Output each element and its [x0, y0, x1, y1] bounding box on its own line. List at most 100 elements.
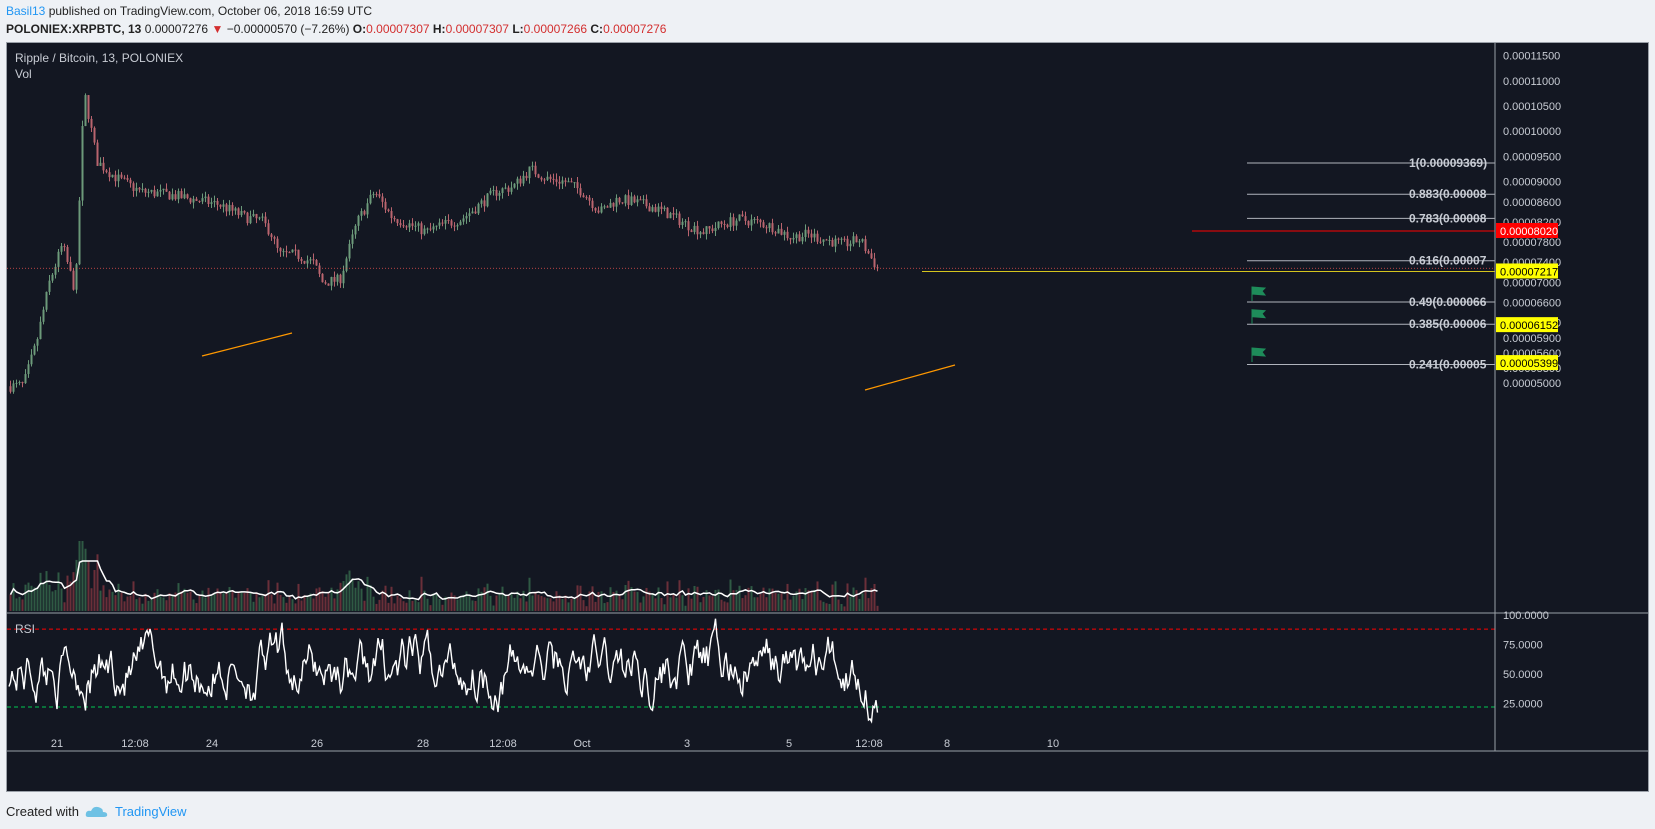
rsi-tick-label: 50.0000 — [1503, 669, 1543, 681]
volume-bar — [729, 579, 732, 611]
price-candle — [798, 234, 801, 242]
volume-bar — [762, 587, 765, 611]
last-price: 0.00007276 — [144, 22, 209, 36]
price-candle — [126, 178, 129, 180]
fib-level-label: 0.883(0.00008 — [1409, 187, 1487, 201]
volume-bar — [303, 595, 306, 611]
price-candle — [429, 228, 432, 230]
volume-bar — [498, 593, 501, 611]
price-candle — [570, 181, 573, 183]
price-candle — [66, 247, 69, 262]
volume-bar — [219, 592, 222, 611]
price-candle — [615, 197, 618, 207]
price-candle — [651, 207, 654, 212]
tradingview-brand-link[interactable]: TradingView — [114, 804, 187, 819]
volume-bar — [165, 600, 168, 611]
volume-bar — [828, 603, 831, 611]
chart-canvas[interactable]: 1(0.00009369) 0.883(0.00008 0.783(0.00008 0… — [7, 43, 1648, 791]
price-candle — [756, 219, 759, 221]
volume-bar — [846, 583, 849, 611]
price-candle — [777, 228, 780, 234]
price-candle — [606, 206, 609, 208]
price-candle — [189, 198, 192, 203]
price-candle — [603, 206, 606, 208]
volume-bar — [471, 600, 474, 611]
price-candle — [351, 234, 354, 244]
price-candle — [852, 236, 855, 244]
time-tick-label: 10 — [1047, 738, 1059, 750]
price-candle — [105, 170, 108, 173]
volume-bar — [438, 598, 441, 611]
author-link[interactable]: Basil13 — [6, 4, 46, 18]
volume-bar — [168, 593, 171, 611]
volume-bar — [666, 581, 669, 611]
price-candle — [870, 253, 873, 259]
price-candle — [240, 210, 243, 216]
price-candle — [162, 188, 165, 191]
volume-bar — [765, 597, 768, 611]
volume-bar — [657, 587, 660, 611]
price-candle — [459, 221, 462, 226]
price-candle — [222, 204, 225, 207]
time-tick-label: 28 — [417, 738, 429, 750]
volume-bar — [717, 589, 720, 611]
volume-bar — [522, 590, 525, 611]
volume-bar — [246, 588, 249, 611]
volume-bar — [585, 606, 588, 611]
volume-bar — [597, 591, 600, 611]
price-candle — [294, 249, 297, 251]
volume-bar — [642, 596, 645, 611]
chart-frame[interactable]: 1(0.00009369) 0.883(0.00008 0.783(0.00008 0… — [6, 42, 1649, 792]
price-candle — [516, 178, 519, 184]
price-candle — [732, 217, 735, 226]
price-candle — [342, 270, 345, 284]
price-candle — [363, 211, 366, 215]
price-candle — [234, 208, 237, 211]
volume-bar — [342, 581, 345, 611]
volume-bar — [306, 595, 309, 611]
price-candle — [285, 251, 288, 253]
volume-bar — [270, 594, 273, 611]
trend-line — [864, 364, 956, 391]
rsi-legend: RSI — [15, 622, 35, 636]
price-candle — [648, 206, 651, 212]
price-candle — [444, 219, 447, 224]
price-axis-marker — [1496, 355, 1558, 371]
volume-bar — [564, 595, 567, 611]
price-candle — [813, 233, 816, 238]
tradingview-cloud-icon — [85, 806, 108, 817]
price-candle — [837, 238, 840, 240]
volume-bar — [720, 599, 723, 611]
volume-bar — [207, 587, 210, 611]
volume-bar — [147, 600, 150, 611]
price-candle — [198, 200, 201, 202]
volume-bar — [576, 585, 579, 611]
price-candle — [792, 238, 795, 240]
price-candle — [72, 270, 75, 290]
volume-bar — [648, 591, 651, 611]
price-candle — [15, 382, 18, 384]
volume-bar — [180, 591, 183, 611]
volume-bar — [615, 590, 618, 611]
volume-bar — [672, 594, 675, 611]
volume-moving-average — [9, 560, 878, 601]
price-candle — [612, 202, 615, 207]
price-candle — [21, 382, 24, 384]
volume-bar — [339, 582, 342, 611]
price-candle — [540, 177, 543, 180]
volume-bar — [627, 580, 630, 611]
down-arrow-icon: ▼ — [211, 22, 224, 36]
price-candle — [381, 196, 384, 202]
price-candle — [216, 200, 219, 205]
volume-bar — [213, 592, 216, 611]
price-candle — [129, 179, 132, 184]
price-candle — [18, 382, 21, 384]
volume-bar — [162, 597, 165, 611]
price-candle — [771, 223, 774, 233]
price-candle — [588, 197, 591, 201]
price-candle — [678, 213, 681, 226]
time-tick-label: 3 — [684, 738, 690, 750]
price-candle — [816, 233, 819, 242]
volume-bar — [759, 593, 762, 611]
price-candle — [528, 166, 531, 179]
